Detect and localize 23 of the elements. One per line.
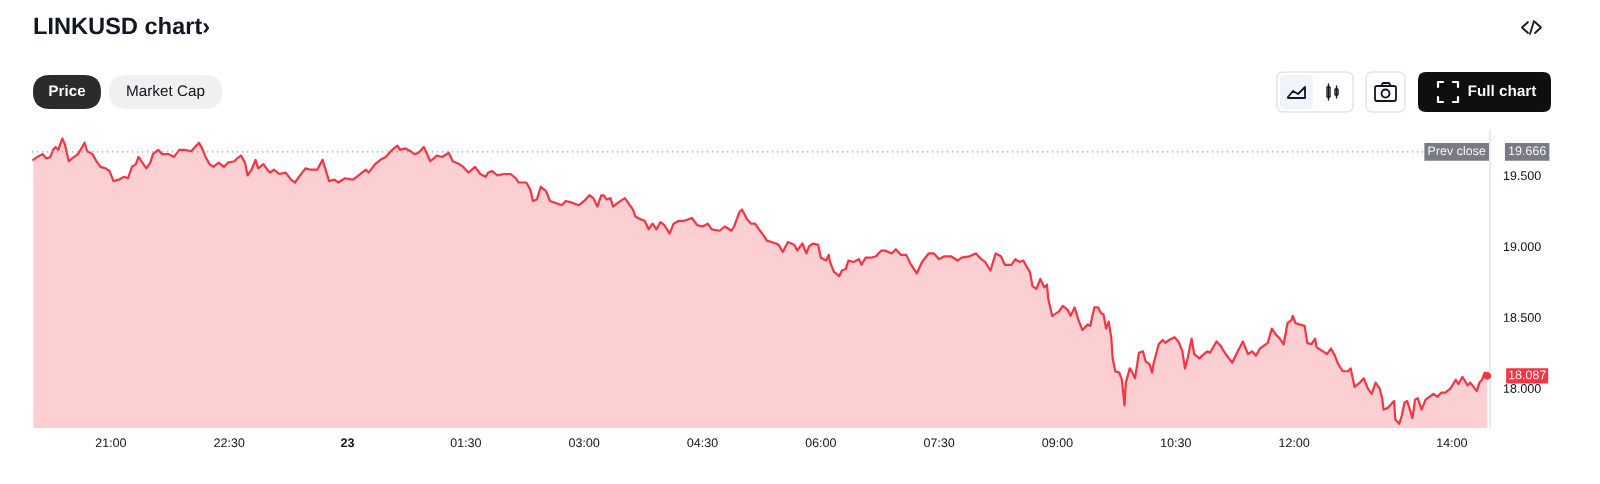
x-tick-label: 03:00 xyxy=(569,438,600,448)
annotation: 18.087 xyxy=(1509,370,1546,380)
ref-line-label: Prev close xyxy=(1428,146,1486,156)
y-tick-label: 18.500 xyxy=(1503,313,1541,322)
x-tick-label: 12:00 xyxy=(1279,438,1310,448)
y-tick-label: 19.500 xyxy=(1503,171,1541,181)
text: Market Cap xyxy=(127,84,205,100)
x-tick-label: 22:30 xyxy=(214,438,245,448)
x-tick-label: 21:00 xyxy=(95,438,127,448)
x-tick-label: 23 xyxy=(341,438,355,448)
x-tick-label: 07:30 xyxy=(923,438,955,448)
chart-title: LINKUSD chart› xyxy=(34,17,210,35)
x-tick-label: 01:30 xyxy=(450,438,481,448)
x-tick-label: 14:00 xyxy=(1437,438,1468,448)
x-tick-label: 10:30 xyxy=(1161,438,1191,448)
x-tick-label: 06:00 xyxy=(805,438,836,448)
y-tick-label: 18.000 xyxy=(1503,384,1541,393)
text: 19.666 xyxy=(1509,146,1546,156)
x-tick-label: 04:30 xyxy=(687,438,718,448)
text: Full chart xyxy=(1468,84,1537,97)
x-tick-label: 09:00 xyxy=(1042,438,1073,448)
y-tick-label: 19.000 xyxy=(1503,242,1541,252)
text: Price xyxy=(49,84,86,97)
